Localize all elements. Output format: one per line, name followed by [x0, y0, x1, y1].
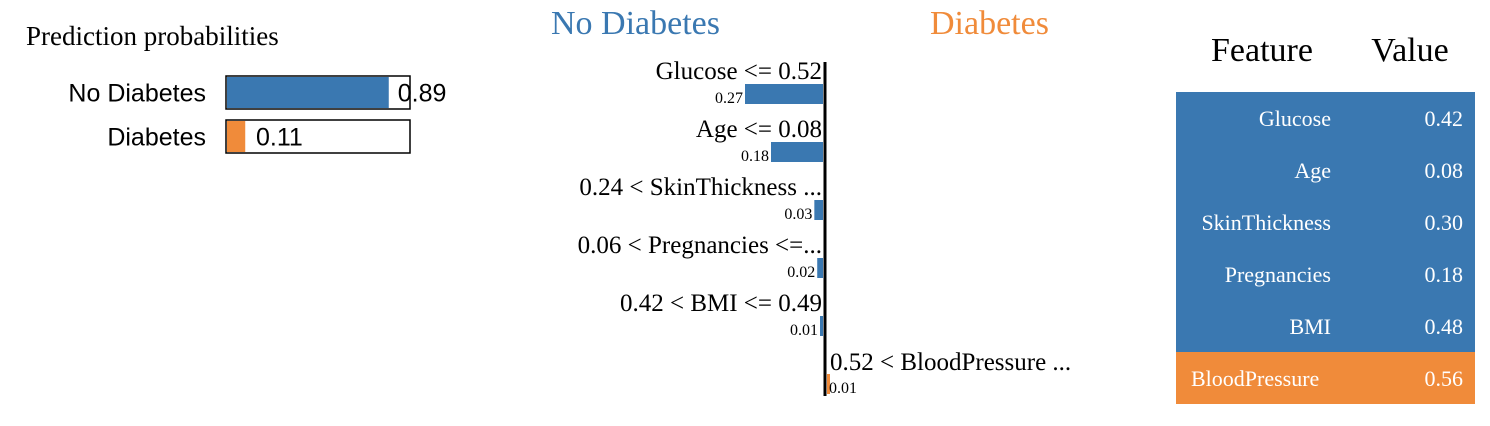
feature-condition-label: 0.52 < BloodPressure ...	[830, 349, 1071, 376]
explanation-bar	[817, 258, 823, 278]
table-rows: Glucose 0.42 Age 0.08 SkinThickness 0.30 Pregn…	[1176, 92, 1475, 404]
positive-class-label: Diabetes	[930, 5, 1049, 42]
table-value-cell: 0.08	[1425, 158, 1464, 183]
explanation-bar	[827, 374, 830, 394]
contribution-value: 0.03	[784, 206, 812, 223]
probability-value: 0.89	[398, 80, 447, 108]
explanation-bar	[814, 200, 823, 220]
explanation-bar	[820, 316, 823, 336]
negative-class-label: No Diabetes	[551, 5, 720, 42]
table-header-value: Value	[1371, 32, 1448, 69]
contribution-value: 0.01	[829, 380, 857, 397]
table-feature-cell: Glucose	[1259, 106, 1331, 131]
class-label: Diabetes	[107, 124, 206, 152]
table-value-cell: 0.56	[1425, 366, 1464, 391]
table-value-cell: 0.48	[1425, 314, 1464, 339]
table-row	[1176, 300, 1475, 352]
feature-condition-label: 0.42 < BMI <= 0.49	[620, 290, 822, 317]
table-value-cell: 0.42	[1425, 106, 1464, 131]
table-row	[1176, 352, 1475, 404]
contribution-value: 0.01	[790, 322, 818, 339]
contribution-value: 0.27	[715, 90, 743, 107]
explanation-chart: No Diabetes Diabetes Glucose <= 0.52 0.27…	[551, 5, 1071, 397]
table-feature-cell: SkinThickness	[1201, 210, 1331, 235]
table-feature-cell: BMI	[1289, 314, 1331, 339]
probability-value: 0.11	[256, 124, 303, 152]
table-feature-cell: Pregnancies	[1225, 262, 1331, 287]
table-feature-cell: BloodPressure	[1191, 366, 1319, 391]
prediction-title: Prediction probabilities	[26, 21, 279, 51]
probability-bar	[227, 77, 389, 108]
table-row	[1176, 92, 1475, 144]
table-row	[1176, 144, 1475, 196]
feature-condition-label: Glucose <= 0.52	[656, 58, 822, 85]
feature-value-table: Feature Value Glucose 0.42 Age 0.08 SkinThic…	[1176, 32, 1475, 404]
table-row	[1176, 248, 1475, 300]
explanation-bar	[745, 84, 823, 104]
table-row	[1176, 196, 1475, 248]
class-label: No Diabetes	[68, 80, 206, 108]
table-header-feature: Feature	[1211, 32, 1313, 69]
feature-condition-label: 0.24 < SkinThickness ...	[579, 174, 822, 201]
contribution-value: 0.18	[741, 148, 769, 165]
probability-track	[225, 119, 411, 154]
prediction-probabilities-panel: Prediction probabilities No Diabetes 0.89…	[26, 21, 447, 154]
explanation-bar	[771, 142, 823, 162]
feature-condition-label: 0.06 < Pregnancies <=...	[578, 232, 822, 259]
contribution-value: 0.02	[787, 264, 815, 281]
table-feature-cell: Age	[1294, 158, 1331, 183]
table-value-cell: 0.18	[1425, 262, 1464, 287]
table-value-cell: 0.30	[1425, 210, 1464, 235]
explanation-bars: Glucose <= 0.52 0.27 Age <= 0.08 0.18 0.24 <…	[578, 58, 1072, 397]
probability-rows: No Diabetes 0.89 Diabetes 0.11	[68, 75, 447, 154]
probability-bar	[227, 121, 246, 152]
feature-condition-label: Age <= 0.08	[696, 116, 822, 143]
